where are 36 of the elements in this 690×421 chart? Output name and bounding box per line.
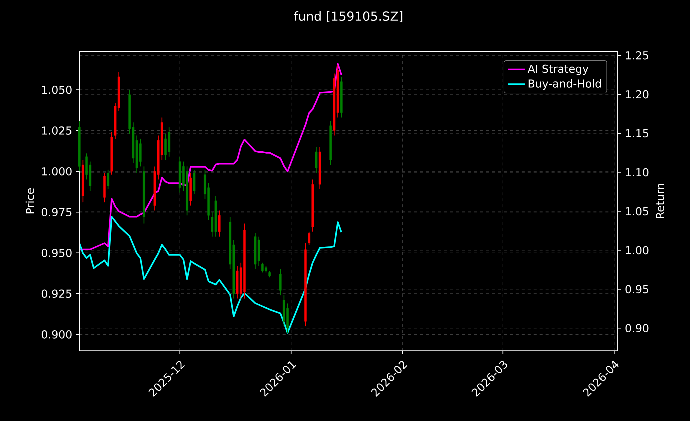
candlestick [190,172,192,206]
candlestick [107,170,110,190]
y-axis-title: Price [26,188,34,214]
y2-tick-label: 1.00 [626,246,649,255]
y-tick-label: 0.925 [42,290,72,298]
y2-axis-title: Return [656,184,664,218]
y2-tick-label: 1.20 [626,90,649,99]
candlestick [261,262,264,274]
y-tick-label: 0.975 [42,208,72,217]
y-tick-label: 1.000 [42,167,72,176]
chart-title: fund [159105.SZ] [294,11,403,23]
candlestick [283,295,286,327]
candlestick [279,269,282,296]
y2-tick-label: 0.95 [626,285,648,294]
y-tick-label: 1.025 [42,126,72,135]
candlestick [139,138,142,168]
candlestick [218,210,221,238]
y-tick-label: 0.900 [42,330,72,339]
candlestick [104,172,106,203]
legend-label: Buy-and-Hold [528,79,602,90]
y2-tick-label: 1.25 [626,51,648,60]
candlestick [168,127,171,158]
y2-tick-label: 1.10 [626,168,649,177]
y-tick-label: 1.050 [42,86,72,94]
candlestick [258,236,260,267]
candlestick [308,232,311,246]
y-tick-label: 0.950 [42,249,72,258]
y2-tick-label: 1.05 [626,207,648,216]
candlestick [164,134,167,161]
candlestick [286,303,289,334]
y2-tick-label: 1.15 [626,129,648,138]
legend-label: AI Strategy [528,64,589,76]
candlestick [193,170,196,195]
candlestick [315,146,318,174]
candlestick [236,266,239,300]
y2-tick-label: 0.90 [626,324,649,333]
